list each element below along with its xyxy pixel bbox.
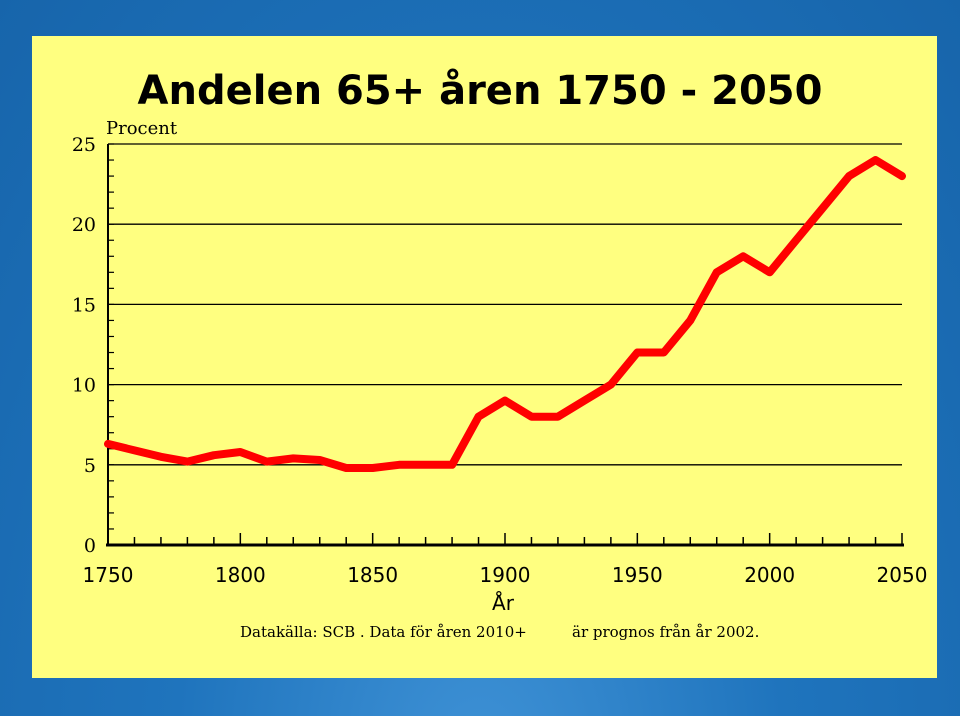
x-axis-label: År [492,591,515,615]
y-tick-label-0: 0 [84,535,96,557]
x-tick-labels: 1750 1800 1850 1900 1950 2000 2050 [83,563,928,587]
x-tick-label-1950: 1950 [612,563,663,587]
x-tick-label-2000: 2000 [744,563,795,587]
source-note-left: Datakälla: SCB . Data för åren 2010+ [240,623,527,641]
y-tick-labels: 0 5 10 15 20 25 [72,134,96,557]
x-tick-label-1850: 1850 [347,563,398,587]
y-tick-label-15: 15 [72,294,96,316]
x-tick-label-1750: 1750 [83,563,134,587]
x-tick-label-1900: 1900 [480,563,531,587]
x-tick-label-2050: 2050 [877,563,928,587]
y-tick-label-25: 25 [72,134,96,156]
series-line-0 [104,156,906,472]
chart-title: Andelen 65+ åren 1750 - 2050 [138,67,823,114]
y-axis-label: Procent [106,118,178,139]
y-tick-label-10: 10 [72,375,96,397]
y-tick-label-5: 5 [84,455,96,477]
source-note-right: är prognos från år 2002. [572,623,759,641]
x-tick-label-1800: 1800 [215,563,266,587]
axes [106,143,904,547]
chart-panel [32,36,937,678]
gridlines [108,143,902,466]
y-tick-label-20: 20 [72,214,96,236]
series-layer [104,156,906,472]
